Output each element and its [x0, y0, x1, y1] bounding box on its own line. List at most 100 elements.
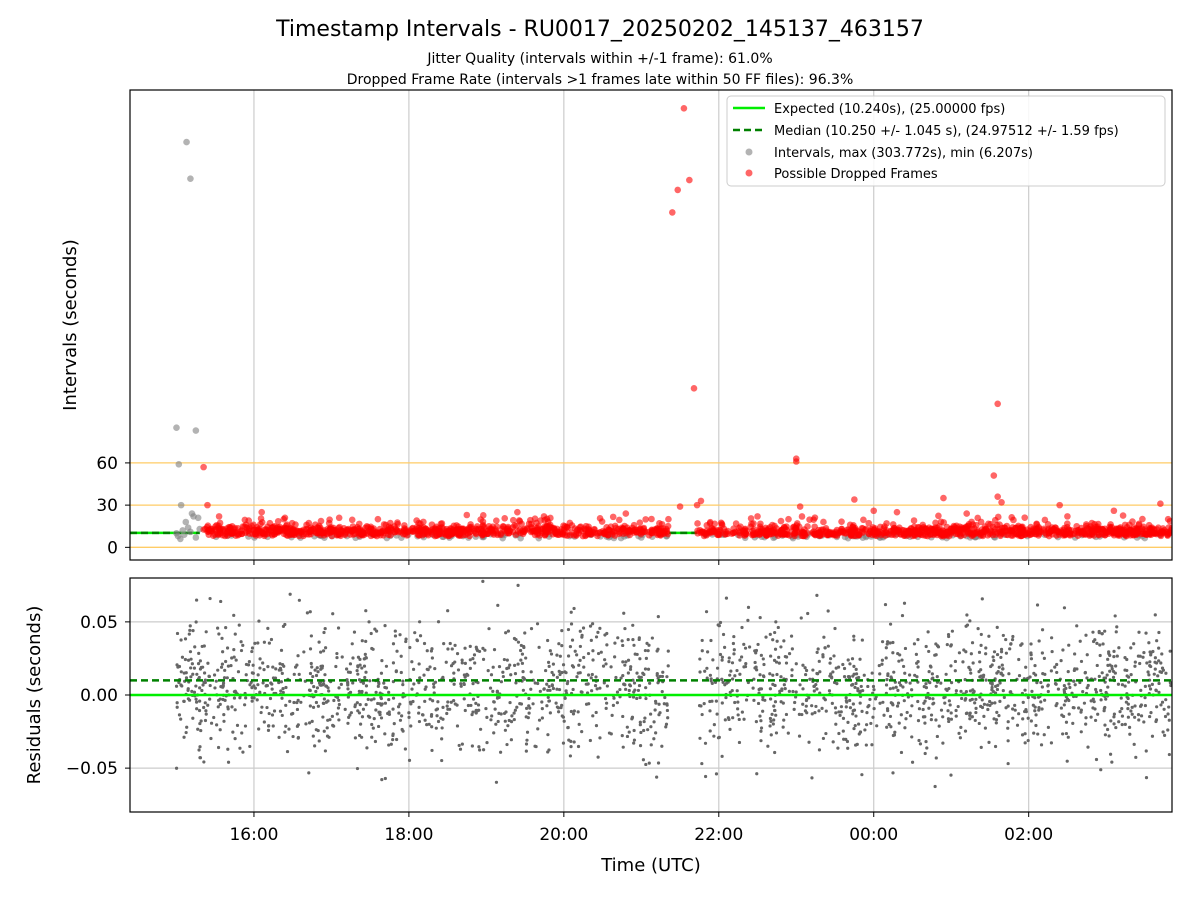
residual-point [501, 670, 505, 674]
residual-point [555, 705, 559, 709]
residual-point [832, 654, 836, 658]
residual-point [336, 706, 341, 710]
residual-point [370, 735, 374, 739]
residual-point [656, 761, 661, 765]
residual-point [910, 735, 914, 739]
residual-point [865, 711, 869, 715]
dropped-frame-point [1157, 532, 1165, 540]
residual-point [572, 740, 576, 744]
residual-point [194, 700, 199, 704]
residual-point [790, 647, 794, 651]
residual-point [250, 671, 254, 675]
residual-point [546, 660, 551, 664]
residual-point [799, 616, 803, 620]
residual-point [317, 681, 322, 685]
residual-point [905, 710, 909, 715]
residual-point [662, 702, 666, 706]
residual-point [891, 651, 895, 655]
dropped-frame-point [665, 515, 672, 523]
residual-point [1046, 725, 1050, 729]
residual-point [1110, 664, 1114, 669]
residual-point [190, 689, 194, 694]
residual-point [372, 697, 376, 701]
residual-point [348, 670, 352, 674]
residual-point [804, 672, 808, 677]
residual-point [562, 719, 566, 723]
residual-point [1164, 698, 1168, 702]
residual-point [200, 688, 204, 693]
residual-point [315, 686, 320, 690]
residual-point [297, 598, 301, 602]
residual-point [368, 679, 372, 683]
dropped-frame-point [503, 529, 510, 537]
residual-point [180, 655, 185, 659]
residual-point [347, 715, 351, 720]
residual-point [582, 665, 586, 669]
residual-point [1112, 712, 1117, 716]
dropped-frame-point [763, 531, 770, 539]
dropped-frame-point [379, 527, 387, 534]
residual-point [558, 654, 562, 658]
residual-point [233, 632, 237, 636]
residual-point [954, 708, 958, 713]
residual-point [524, 749, 528, 753]
residual-point [772, 704, 776, 708]
dropped-frame-point [1082, 521, 1090, 528]
residual-point [870, 743, 874, 747]
residual-point [549, 652, 554, 656]
residual-point [462, 673, 466, 677]
residual-point [1153, 656, 1157, 660]
residual-point [258, 657, 262, 661]
residual-point [987, 634, 991, 638]
residual-point [625, 734, 630, 739]
dropped-frame-point [730, 525, 737, 533]
dropped-frame-point [932, 519, 939, 527]
residual-point [316, 728, 320, 733]
interval-point [180, 531, 188, 538]
residual-point [655, 672, 659, 676]
residual-point [773, 708, 777, 713]
residual-point [284, 724, 288, 728]
residual-point [655, 775, 659, 779]
residual-point [877, 663, 881, 668]
residual-point [917, 738, 921, 743]
dropped-frame-point [796, 503, 804, 510]
residual-point [769, 719, 773, 723]
bottom-xtick-label: 22:00 [694, 825, 743, 845]
residual-point [1067, 682, 1071, 686]
dropped-frame-point [200, 463, 207, 471]
residual-point [1071, 721, 1075, 726]
residual-point [961, 660, 965, 664]
interval-point [187, 175, 194, 182]
residual-point [587, 702, 591, 706]
residual-point [619, 676, 623, 680]
dropped-frame-point [380, 521, 388, 528]
residual-point [1083, 670, 1087, 675]
residual-point [183, 637, 188, 641]
dropped-frame-point [851, 524, 859, 532]
residual-point [864, 723, 869, 727]
residual-point [243, 724, 248, 728]
dropped-frame-point [303, 521, 310, 529]
residual-point [403, 747, 407, 751]
residual-point [1050, 649, 1054, 654]
residual-point [1143, 696, 1147, 700]
residual-point [391, 696, 396, 700]
residual-point [478, 748, 482, 752]
residual-point [409, 724, 413, 728]
residual-point [316, 670, 320, 674]
residual-point [808, 677, 812, 681]
residual-point [983, 726, 987, 730]
residual-point [801, 702, 805, 706]
residual-point [1094, 690, 1099, 694]
residual-point [546, 750, 550, 754]
dropped-frame-point [911, 531, 918, 538]
residual-point [1053, 665, 1057, 669]
residual-point [738, 658, 742, 662]
dropped-frame-point [1164, 532, 1172, 539]
residual-point [926, 630, 930, 634]
residual-point [743, 646, 748, 650]
residual-point [175, 705, 179, 709]
residual-point [192, 666, 197, 670]
residual-point [858, 701, 862, 705]
